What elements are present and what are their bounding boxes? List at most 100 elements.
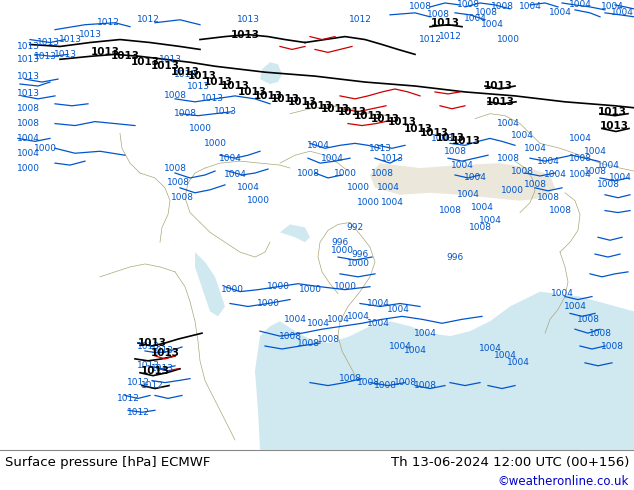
Text: 1013: 1013 <box>451 136 481 147</box>
Text: 1008: 1008 <box>510 167 533 175</box>
Text: 1000: 1000 <box>266 282 290 291</box>
Text: 1013: 1013 <box>79 30 101 39</box>
Text: Surface pressure [hPa] ECMWF: Surface pressure [hPa] ECMWF <box>5 456 210 469</box>
Text: 1004: 1004 <box>524 144 547 153</box>
Polygon shape <box>255 292 634 450</box>
Text: 1000: 1000 <box>299 285 321 294</box>
Text: 1008: 1008 <box>370 169 394 177</box>
Text: 1013: 1013 <box>158 55 181 64</box>
Text: 1013: 1013 <box>337 107 366 117</box>
Text: 1008: 1008 <box>496 154 519 163</box>
Text: 1013: 1013 <box>188 71 216 81</box>
Text: 1004: 1004 <box>307 141 330 150</box>
Text: 1013: 1013 <box>484 81 512 91</box>
Text: 1008: 1008 <box>430 134 453 143</box>
Text: 1013: 1013 <box>380 154 403 163</box>
Text: 1000: 1000 <box>247 196 269 205</box>
Text: 1008: 1008 <box>174 109 197 118</box>
Text: 1004: 1004 <box>470 203 493 212</box>
Text: 1013: 1013 <box>597 107 626 117</box>
Text: 1008: 1008 <box>316 335 339 343</box>
Text: 1004: 1004 <box>550 289 573 298</box>
Text: 1000: 1000 <box>221 285 243 294</box>
Text: 1013: 1013 <box>231 29 259 40</box>
Text: 1008: 1008 <box>164 164 186 172</box>
Text: 1004: 1004 <box>404 346 427 355</box>
Text: 1008: 1008 <box>456 0 479 9</box>
Text: 1004: 1004 <box>307 319 330 328</box>
Text: 1013: 1013 <box>271 94 299 104</box>
Text: 1008: 1008 <box>339 374 361 383</box>
Text: 1008: 1008 <box>569 154 592 163</box>
Text: 1008: 1008 <box>439 206 462 215</box>
Text: 1013: 1013 <box>150 348 179 358</box>
Text: 1008: 1008 <box>171 193 193 202</box>
Text: 1004: 1004 <box>597 161 619 170</box>
Text: 1004: 1004 <box>224 171 247 179</box>
Text: 1000: 1000 <box>496 35 519 44</box>
Text: 1012: 1012 <box>96 18 119 27</box>
Text: 1012: 1012 <box>141 381 164 390</box>
Text: 1000: 1000 <box>330 245 354 255</box>
Text: 1000: 1000 <box>347 183 370 193</box>
Text: 1012: 1012 <box>418 35 441 44</box>
Text: 1013: 1013 <box>16 55 39 64</box>
Polygon shape <box>195 252 225 317</box>
Text: 1013: 1013 <box>53 50 77 59</box>
Text: 1013: 1013 <box>387 117 417 126</box>
Text: 1008: 1008 <box>444 147 467 156</box>
Text: 1013: 1013 <box>150 346 174 355</box>
Text: 1008: 1008 <box>600 342 623 350</box>
Text: ©weatheronline.co.uk: ©weatheronline.co.uk <box>498 475 629 489</box>
Text: 1012: 1012 <box>117 394 139 403</box>
Text: 1013: 1013 <box>321 104 349 114</box>
Text: 1004: 1004 <box>536 157 559 166</box>
Text: 1008: 1008 <box>16 104 39 113</box>
Text: 1004: 1004 <box>564 302 586 311</box>
Text: 996: 996 <box>332 238 349 246</box>
Text: 1004: 1004 <box>548 8 571 17</box>
Text: 1004: 1004 <box>611 8 633 17</box>
Text: 1013: 1013 <box>236 15 259 24</box>
Text: 1000: 1000 <box>333 169 356 177</box>
Text: 1000: 1000 <box>204 139 226 148</box>
Text: 1008: 1008 <box>524 180 547 189</box>
Text: 1000: 1000 <box>188 124 212 133</box>
Text: 1013: 1013 <box>16 42 39 51</box>
Text: 1004: 1004 <box>543 171 566 179</box>
Text: 1013: 1013 <box>420 128 448 139</box>
Text: 1004: 1004 <box>510 131 533 140</box>
Text: 1004: 1004 <box>387 305 410 314</box>
Text: 1004: 1004 <box>456 190 479 199</box>
Text: 1000: 1000 <box>333 282 356 291</box>
Text: 1012: 1012 <box>127 378 150 387</box>
Text: 1012: 1012 <box>439 32 462 41</box>
Text: 1004: 1004 <box>481 20 503 29</box>
Text: 1013: 1013 <box>430 18 460 28</box>
Text: 1004: 1004 <box>569 134 592 143</box>
Text: 1000: 1000 <box>34 144 56 153</box>
Text: 1013: 1013 <box>368 144 392 153</box>
Text: 1000: 1000 <box>16 164 39 172</box>
Text: 1013: 1013 <box>141 366 169 376</box>
Text: 1008: 1008 <box>394 378 417 387</box>
Text: 1013: 1013 <box>150 61 179 71</box>
Text: 1008: 1008 <box>373 381 396 390</box>
Text: 1004: 1004 <box>219 154 242 163</box>
Text: 1004: 1004 <box>496 119 519 128</box>
Text: 996: 996 <box>446 252 463 262</box>
Text: 1004: 1004 <box>519 2 541 11</box>
Text: 1004: 1004 <box>479 216 501 225</box>
Text: 1013: 1013 <box>136 361 160 370</box>
Text: 1004: 1004 <box>583 147 607 156</box>
Text: 1008: 1008 <box>588 329 612 338</box>
Text: 1004: 1004 <box>283 315 306 324</box>
Text: 1008: 1008 <box>597 180 619 189</box>
Text: 1008: 1008 <box>297 339 320 347</box>
Text: 1008: 1008 <box>164 92 186 100</box>
Text: 1004: 1004 <box>507 358 529 368</box>
Text: 1013: 1013 <box>136 342 160 350</box>
Text: 1013: 1013 <box>110 51 139 61</box>
Text: 1013: 1013 <box>16 72 39 81</box>
Text: 1004: 1004 <box>389 342 411 350</box>
